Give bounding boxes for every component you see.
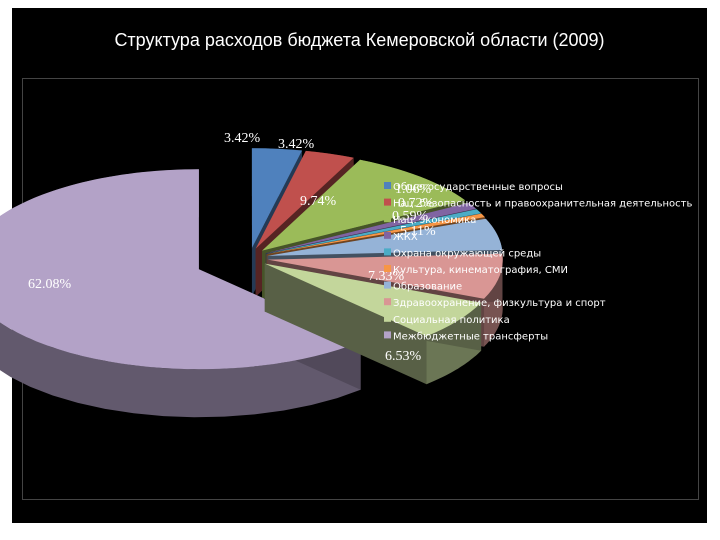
pie-slice-cut xyxy=(264,263,427,385)
legend-item-8: Здравоохранение, физкультура и спорт xyxy=(384,298,606,309)
legend-item-3: Нац. экономика xyxy=(384,215,476,226)
pie-slice-top xyxy=(262,159,465,251)
legend-label: Нац. экономика xyxy=(393,215,476,226)
pie-slice-9 xyxy=(264,263,482,385)
pie-slice-top xyxy=(251,148,302,249)
data-label-7: 5.11% xyxy=(400,224,436,239)
legend-swatch xyxy=(384,198,391,206)
legend-label: Нац. безопасность и правоохранительная д… xyxy=(393,199,692,210)
pie-slice-side xyxy=(0,169,361,418)
legend-label: Культура, кинематография, СМИ xyxy=(393,265,568,276)
legend-item-1: Общегосударственные вопросы xyxy=(384,182,563,193)
legend-item-5: Охрана окружающей среды xyxy=(384,248,541,259)
legend-swatch xyxy=(384,314,391,322)
legend-label: Общегосударственные вопросы xyxy=(393,182,563,193)
chart-title: Структура расходов бюджета Кемеровской о… xyxy=(114,30,605,50)
pie-slice-top xyxy=(267,253,503,299)
pie-slice-top xyxy=(265,202,477,254)
legend-item-9: Социальная политика xyxy=(384,314,510,326)
data-label-8: 7.33% xyxy=(368,269,405,284)
legend-swatch xyxy=(384,298,391,306)
pie-slice-10 xyxy=(0,169,361,418)
data-label-5: 0.72% xyxy=(398,196,435,211)
legend-swatch xyxy=(384,215,391,223)
data-label-6: 0.59% xyxy=(392,209,429,224)
legend-label: ЖКХ xyxy=(393,232,418,243)
data-label-9: 6.53% xyxy=(385,349,422,364)
legend-label: Здравоохранение, физкультура и спорт xyxy=(393,298,606,309)
legend-label: Межбюджетные трансферты xyxy=(393,331,548,342)
legend-swatch xyxy=(384,231,391,239)
legend-item-2: Нац. безопасность и правоохранительная д… xyxy=(384,198,692,210)
legend-swatch xyxy=(384,331,391,339)
pie-slice-top xyxy=(266,209,482,254)
pie-slice-top xyxy=(0,169,361,370)
legend-swatch xyxy=(384,265,391,272)
legend-label: Охрана окружающей среды xyxy=(393,248,541,259)
legend-item-6: Культура, кинематография, СМИ xyxy=(384,265,568,276)
data-label-4: 1.06% xyxy=(395,182,432,197)
legend-item-10: Межбюджетные трансферты xyxy=(384,331,548,342)
legend-item-4: ЖКХ xyxy=(384,231,418,243)
data-label-1: 3.42% xyxy=(224,131,261,146)
data-label-2: 3.42% xyxy=(278,137,315,152)
data-label-3: 9.74% xyxy=(300,194,337,209)
pie-slice-top xyxy=(255,150,354,249)
data-label-10: 62.08% xyxy=(28,277,72,292)
pie-slice-top xyxy=(264,263,482,337)
legend-item-7: Образование xyxy=(384,281,462,293)
legend-swatch xyxy=(384,182,391,189)
legend-label: Образование xyxy=(393,282,462,293)
legend-swatch xyxy=(384,281,391,289)
legend-label: Социальная политика xyxy=(393,315,510,326)
pie-slice-top xyxy=(266,213,485,255)
legend-swatch xyxy=(384,248,391,256)
